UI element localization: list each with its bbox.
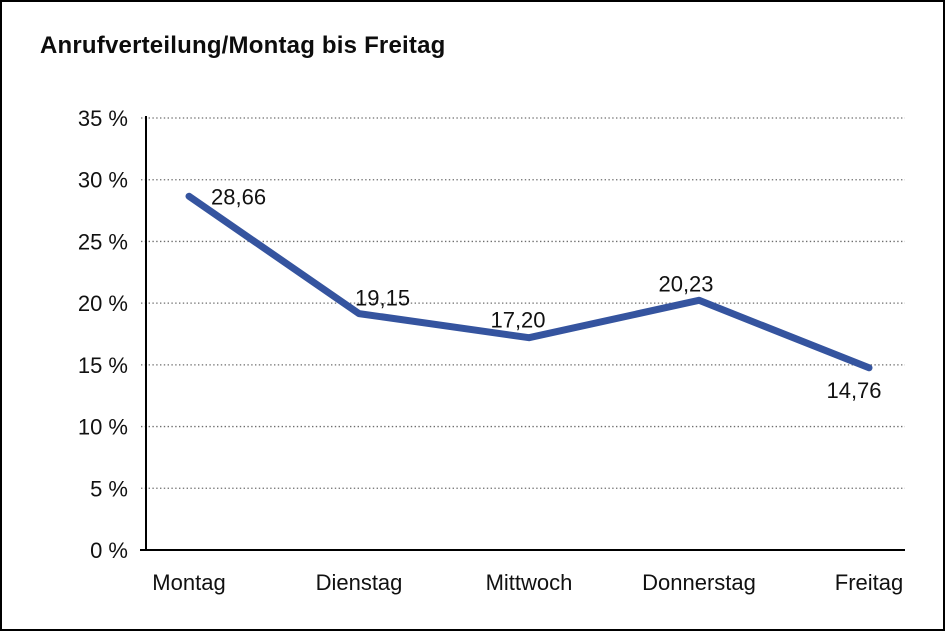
chart-title: Anrufverteilung/Montag bis Freitag [40,32,446,59]
x-axis-category-label: Dienstag [316,570,403,595]
y-axis-tick-label: 10 % [78,415,128,440]
data-point-label: 19,15 [355,286,410,311]
y-axis-tick-label: 20 % [78,291,128,316]
data-series-line [185,192,873,372]
y-axis-tick-label: 30 % [78,168,128,193]
y-axis-tick-label: 35 % [78,106,128,131]
y-axis-tick-label: 15 % [78,353,128,378]
data-point-label: 20,23 [658,271,713,296]
x-axis-category-label: Mittwoch [486,570,573,595]
data-point-label: 14,76 [826,378,881,403]
data-point-label: 28,66 [211,184,266,209]
y-axis-tick-label: 5 % [90,476,128,501]
x-axis-category-label: Donnerstag [642,570,756,595]
y-axis-tick-label: 0 % [90,538,128,563]
x-axis-category-label: Montag [152,570,225,595]
x-axis-category-label: Freitag [835,570,903,595]
data-point-label: 17,20 [490,308,545,333]
y-axis-tick-label: 25 % [78,229,128,254]
